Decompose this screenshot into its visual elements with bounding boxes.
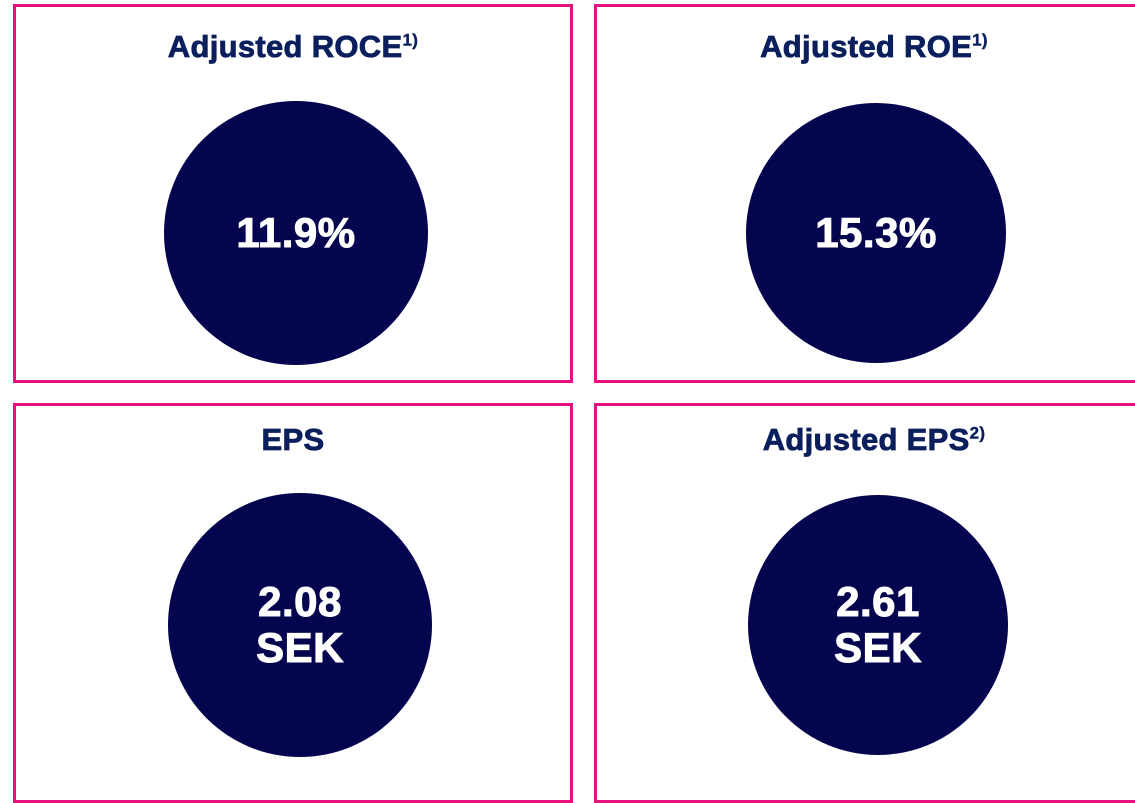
kpi-card: Adjusted ROE1) 15.3% xyxy=(594,4,1135,383)
kpi-title-text: Adjusted EPS xyxy=(762,422,970,458)
kpi-value: SEK xyxy=(256,624,344,671)
kpi-title-text: Adjusted ROCE xyxy=(167,29,403,65)
kpi-card: Adjusted EPS2) 2.61 SEK xyxy=(594,403,1135,803)
kpi-circle: 2.61 SEK xyxy=(748,495,1008,755)
kpi-circle: 15.3% xyxy=(746,103,1006,363)
kpi-circle: 2.08 SEK xyxy=(168,493,432,757)
kpi-title: EPS xyxy=(16,422,570,458)
kpi-value: 2.08 xyxy=(258,578,342,625)
kpi-title: Adjusted ROCE1) xyxy=(16,29,570,65)
kpi-circle: 11.9% xyxy=(164,101,428,365)
kpi-value: 11.9% xyxy=(236,209,356,256)
kpi-card: EPS 2.08 SEK xyxy=(13,403,573,803)
kpi-value: 15.3% xyxy=(815,209,937,256)
kpi-title-text: Adjusted ROE xyxy=(760,29,973,65)
kpi-card: Adjusted ROCE1) 11.9% xyxy=(13,4,573,383)
kpi-title: Adjusted EPS2) xyxy=(597,422,1135,458)
footnote-marker: 1) xyxy=(402,30,419,50)
kpi-title-text: EPS xyxy=(261,422,325,458)
footnote-marker: 1) xyxy=(972,30,988,50)
kpi-value: SEK xyxy=(834,624,922,671)
page: {"cards": [ {"title": "Adjusted ROCE", "… xyxy=(13,4,1135,803)
footnote-marker: 2) xyxy=(969,423,986,443)
kpi-value: 2.61 xyxy=(836,578,920,625)
kpi-title: Adjusted ROE1) xyxy=(597,29,1135,65)
